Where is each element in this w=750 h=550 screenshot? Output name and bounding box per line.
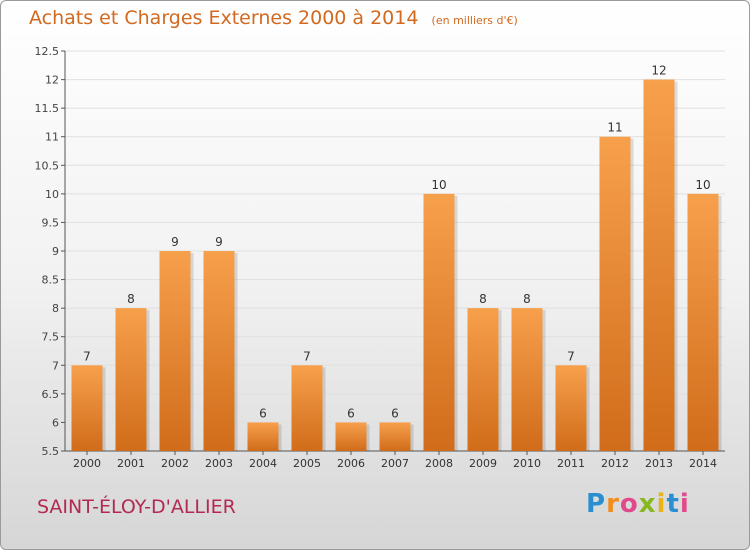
x-tick-label: 2006 (337, 457, 365, 470)
logo-letter: i (656, 489, 667, 519)
bar-2014 (687, 193, 719, 451)
bars (71, 79, 722, 452)
data-label: 10 (695, 178, 710, 192)
data-labels: 7 8 9 9 6 7 6 6 10 8 8 7 11 12 10 (83, 64, 710, 421)
data-label: 6 (391, 406, 399, 420)
x-tick-label: 2007 (381, 457, 409, 470)
x-tick-label: 2011 (557, 457, 585, 470)
data-label: 7 (567, 349, 575, 363)
x-tick-label: 2001 (117, 457, 145, 470)
data-label: 12 (651, 64, 666, 78)
title-row: Achats et Charges Externes 2000 à 2014 (… (29, 7, 518, 29)
bar-2013 (643, 79, 675, 452)
y-tick-label: 7.5 (42, 331, 60, 344)
data-label: 7 (83, 349, 91, 363)
data-label: 6 (259, 406, 267, 420)
chart-subtitle: (en milliers d'€) (431, 14, 518, 27)
y-tick-label: 6.5 (42, 388, 60, 401)
data-label: 8 (127, 292, 135, 306)
bar-2007 (379, 422, 411, 451)
data-label: 8 (479, 292, 487, 306)
data-label: 9 (171, 235, 179, 249)
bar-2010 (511, 308, 543, 451)
bar-2005 (291, 365, 323, 451)
x-tick-label: 2009 (469, 457, 497, 470)
x-tick-label: 2002 (161, 457, 189, 470)
x-tick-label: 2004 (249, 457, 277, 470)
y-tick-label: 5.5 (42, 445, 60, 458)
y-tick-label: 8 (52, 302, 59, 315)
y-tick-label: 11 (45, 131, 59, 144)
data-label: 10 (431, 178, 446, 192)
x-tick-label: 2003 (205, 457, 233, 470)
bar-2011 (555, 365, 587, 451)
y-tick-label: 10.5 (35, 159, 60, 172)
axes: 5.5 6 6.5 7 7.5 8 8.5 9 9.5 10 10.5 11 11.5 12 12.5 200… (35, 45, 725, 470)
logo-letter: x (638, 489, 657, 519)
chart-title: Achats et Charges Externes 2000 à 2014 (29, 7, 419, 29)
y-tick-label: 9.5 (42, 216, 60, 229)
logo-letter: i (679, 489, 690, 519)
logo-letter: r (606, 489, 620, 519)
y-tick-label: 9 (52, 245, 59, 258)
bar-2003 (203, 251, 235, 451)
bar-2006 (335, 422, 367, 451)
data-label: 9 (215, 235, 223, 249)
x-tick-label: 2008 (425, 457, 453, 470)
y-tick-label: 10 (45, 188, 59, 201)
x-tick-label: 2014 (689, 457, 717, 470)
x-tick-label: 2012 (601, 457, 629, 470)
data-label: 6 (347, 406, 355, 420)
bar-2008 (423, 193, 455, 451)
bar-2009 (467, 308, 499, 451)
place-name: SAINT-ÉLOY-D'ALLIER (37, 496, 236, 518)
logo-letter: P (586, 489, 607, 519)
x-tick-label: 2005 (293, 457, 321, 470)
logo-letter: o (619, 489, 639, 519)
bar-2001 (115, 308, 147, 451)
bar-2002 (159, 251, 191, 451)
data-label: 8 (523, 292, 531, 306)
y-tick-label: 12.5 (35, 45, 60, 58)
logo-letter: t (666, 489, 680, 519)
bar-2004 (247, 422, 279, 451)
x-tick-label: 2013 (645, 457, 673, 470)
x-tick-label: 2010 (513, 457, 541, 470)
y-tick-label: 8.5 (42, 274, 60, 287)
bar-2000 (71, 365, 103, 451)
y-tick-label: 6 (52, 416, 59, 429)
x-tick-label: 2000 (73, 457, 101, 470)
bar-2012 (599, 136, 631, 451)
data-label: 11 (607, 121, 622, 135)
y-tick-label: 7 (52, 359, 59, 372)
data-label: 7 (303, 349, 311, 363)
proxiti-logo[interactable]: Proxiti (586, 489, 690, 519)
y-tick-label: 11.5 (35, 102, 60, 115)
y-tick-label: 12 (45, 74, 59, 87)
